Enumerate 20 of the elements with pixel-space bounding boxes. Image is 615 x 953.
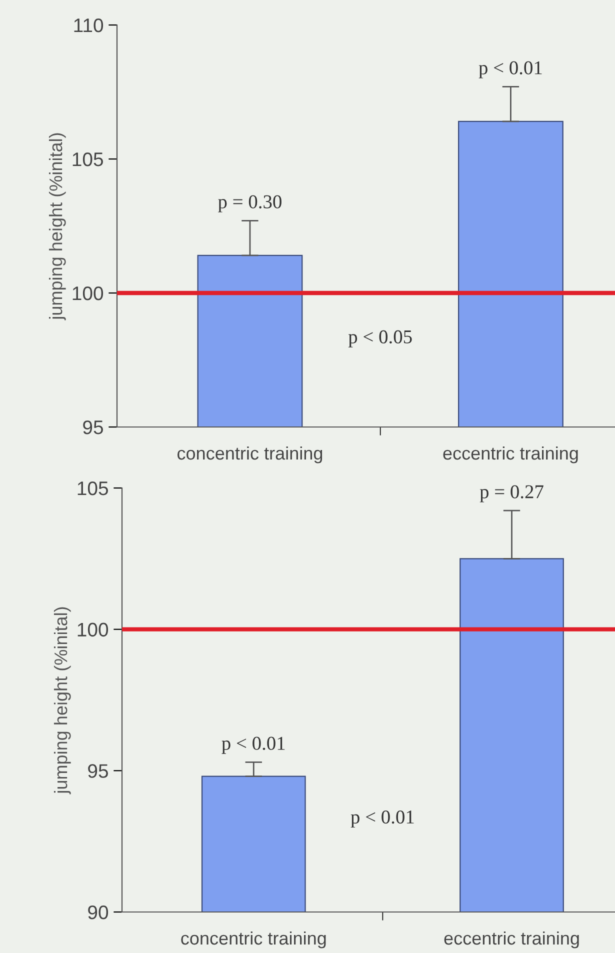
x-tick-label: eccentric training xyxy=(443,446,578,464)
annotation: p < 0.05 xyxy=(348,330,412,348)
annotation: p < 0.01 xyxy=(350,810,414,828)
x-tick-label: concentric training xyxy=(181,931,326,948)
y-tick-label: 90 xyxy=(88,905,108,920)
y-tick-label: 110 xyxy=(74,18,104,32)
x-tick-label: eccentric training xyxy=(444,931,579,948)
y-axis-title: jumping height (%inital) xyxy=(54,607,71,794)
annotation: p = 0.27 xyxy=(480,485,544,502)
annotation: p < 0.01 xyxy=(478,61,542,78)
y-tick-label: 100 xyxy=(72,286,104,300)
y-tick-label: 105 xyxy=(72,152,103,166)
y-tick-label: 95 xyxy=(88,764,108,778)
annotation: p = 0.30 xyxy=(218,195,282,212)
y-tick-label: 100 xyxy=(78,622,108,637)
annotation: p < 0.01 xyxy=(222,736,285,754)
y-tick-label: 95 xyxy=(83,420,103,434)
x-tick-label: concentric training xyxy=(177,446,322,464)
y-axis-title: jumping height (%inital) xyxy=(48,133,66,320)
y-tick-label: 105 xyxy=(78,481,108,496)
